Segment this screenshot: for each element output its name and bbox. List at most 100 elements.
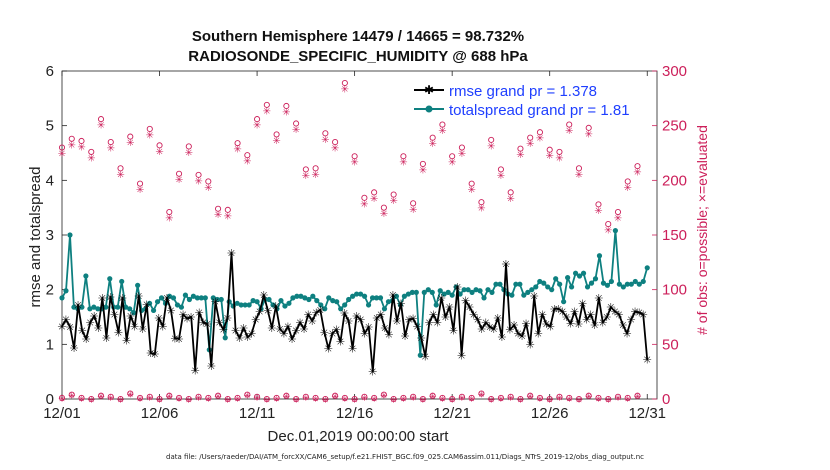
y-tick-label: 3 (46, 227, 54, 244)
spread-point (628, 281, 634, 287)
obs-possible-marker (136, 180, 144, 187)
y2-tick-label: 150 (662, 227, 687, 244)
rmse-point: ✳ (493, 312, 502, 325)
legend-rmse-label: rmse grand pr = 1.378 (449, 83, 597, 100)
rmse-point: ✳ (421, 350, 430, 363)
rmse-point: ✳ (255, 306, 264, 319)
rmse-point: ✳ (114, 326, 123, 339)
spread-point (569, 284, 575, 290)
rmse-point: ✳ (631, 306, 640, 319)
obs-evaluated-marker: ✳ (194, 176, 202, 187)
rmse-point: ✳ (396, 297, 405, 310)
obs-bottom-evaluated-marker: ✳ (478, 391, 486, 401)
spread-point (401, 293, 407, 299)
spread-point (517, 281, 523, 287)
obs-evaluated-marker: ✳ (263, 106, 271, 117)
spread-point (533, 284, 539, 290)
y-tick-label: 4 (46, 172, 54, 189)
obs-evaluated-marker: ✳ (438, 126, 446, 137)
spread-point (79, 304, 85, 310)
obs-possible-marker (634, 163, 641, 170)
rmse-point: ✳ (477, 323, 486, 336)
obs-evaluated-marker: ✳ (604, 226, 612, 237)
obs-evaluated-marker: ✳ (350, 158, 358, 169)
obs-possible-marker (58, 144, 66, 151)
rmse-point: ✳ (352, 310, 361, 323)
spread-point (357, 291, 364, 297)
obs-bottom-possible-marker (556, 393, 563, 400)
rmse-point: ✳ (251, 314, 260, 327)
obs-bottom-possible-marker (585, 392, 592, 399)
spread-point (373, 295, 380, 301)
obs-bottom-possible-marker (215, 392, 222, 399)
obs-possible-marker (400, 153, 407, 160)
spread-point (636, 281, 642, 287)
rmse-point: ✳ (158, 320, 167, 333)
spread-point (608, 278, 615, 285)
rmse-point: ✳ (489, 323, 498, 336)
spread-point (346, 296, 352, 303)
rmse-point: ✳ (166, 304, 175, 317)
obs-evaluated-marker: ✳ (594, 206, 602, 217)
rmse-point: ✳ (150, 348, 159, 361)
obs-evaluated-marker: ✳ (321, 135, 329, 146)
spread-point (437, 288, 443, 294)
rmse-point: ✳ (102, 332, 111, 345)
spread-point (119, 278, 125, 285)
obs-possible-marker (585, 124, 592, 131)
rmse-point: ✳ (505, 324, 514, 337)
spread-point (310, 293, 316, 299)
rmse-point: ✳ (154, 312, 163, 325)
rmse-point: ✳ (340, 307, 349, 320)
rmse-point: ✳ (586, 308, 595, 321)
obs-possible-marker (351, 153, 358, 160)
spread-point (302, 295, 308, 301)
obs-possible-marker (419, 160, 426, 167)
obs-bottom-evaluated-marker: ✳ (107, 394, 115, 404)
spread-point (385, 299, 392, 305)
rmse-point: ✳ (534, 327, 543, 340)
obs-evaluated-marker: ✳ (585, 129, 593, 140)
obs-evaluated-marker: ✳ (302, 171, 310, 182)
obs-bottom-evaluated-marker: ✳ (244, 392, 252, 402)
spread-point (365, 302, 372, 308)
obs-evaluated-marker: ✳ (370, 194, 378, 205)
y-tick-label: 6 (46, 63, 54, 80)
obs-evaluated-marker: ✳ (536, 134, 544, 145)
spread-point (174, 302, 181, 308)
obs-bottom-possible-marker (273, 394, 280, 401)
obs-bottom-possible-marker (488, 395, 495, 403)
obs-possible-marker (205, 178, 212, 185)
obs-evaluated-marker: ✳ (282, 107, 290, 118)
obs-bottom-evaluated-marker: ✳ (312, 395, 320, 405)
obs-evaluated-marker: ✳ (165, 214, 173, 225)
rmse-point: ✳ (497, 331, 506, 344)
rmse-point: ✳ (461, 295, 470, 308)
obs-evaluated-marker: ✳ (487, 141, 495, 152)
spread-point (238, 302, 244, 308)
obs-bottom-evaluated-marker: ✳ (117, 396, 125, 406)
spread-point (409, 289, 415, 295)
rmse-point: ✳ (344, 315, 353, 328)
spread-point (190, 293, 196, 299)
obs-bottom-evaluated-marker: ✳ (78, 395, 86, 405)
spread-point (477, 288, 483, 294)
obs-evaluated-marker: ✳ (546, 151, 554, 162)
rmse-point: ✳ (304, 308, 313, 321)
rmse-point: ✳ (300, 323, 309, 336)
obs-evaluated-marker: ✳ (185, 148, 193, 159)
spread-point (584, 284, 591, 290)
obs-bottom-possible-marker (546, 395, 553, 403)
obs-bottom-evaluated-marker: ✳ (341, 395, 349, 405)
rmse-point: ✳ (485, 321, 494, 334)
obs-evaluated-marker: ✳ (458, 149, 466, 160)
spread-point (135, 282, 141, 288)
obs-evaluated-marker: ✳ (526, 139, 534, 150)
obs-bottom-possible-marker (380, 391, 387, 398)
spread-point (381, 306, 388, 312)
rmse-point: ✳ (275, 323, 284, 336)
obs-possible-marker (478, 199, 485, 206)
rmse-point: ✳ (207, 360, 216, 373)
obs-bottom-possible-marker (127, 390, 134, 397)
obs-bottom-possible-marker (390, 395, 397, 403)
